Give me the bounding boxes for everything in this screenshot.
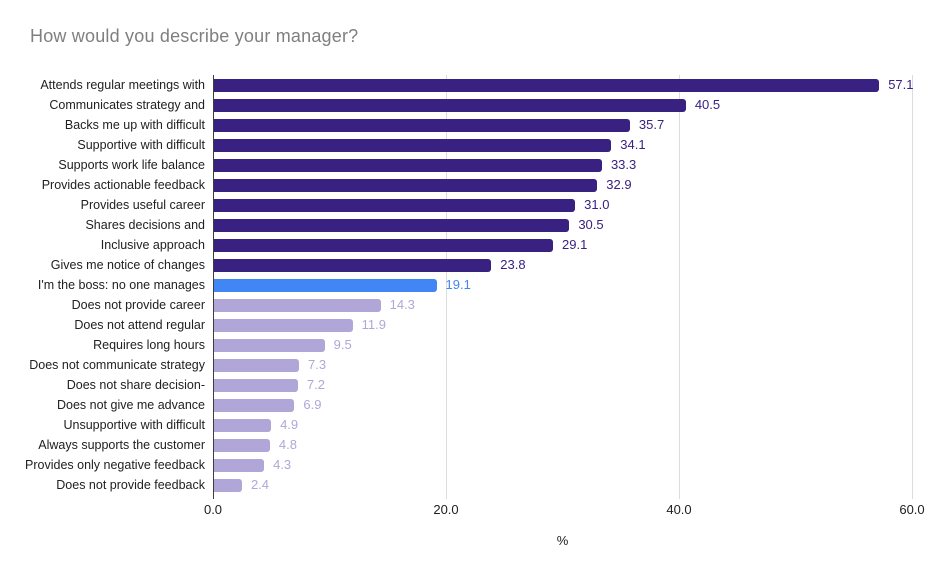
value-label: 33.3 xyxy=(610,157,637,172)
bar xyxy=(214,138,612,152)
category-label: Does not give me advance xyxy=(56,398,205,412)
value-label: 30.5 xyxy=(578,217,604,232)
category-label: Backs me up with difficult xyxy=(64,118,205,132)
category-label: Does not share decision- xyxy=(66,378,205,392)
value-label: 11.9 xyxy=(361,317,386,332)
category-label: Provides only negative feedback xyxy=(25,458,205,472)
category-label: Attends regular meetings with xyxy=(40,78,205,92)
bar xyxy=(214,478,242,492)
category-label: Does not provide feedback xyxy=(56,478,205,492)
value-label: 29.1 xyxy=(562,237,588,252)
value-label: 35.7 xyxy=(638,117,665,132)
bar xyxy=(214,378,298,392)
category-label: Always supports the customer xyxy=(38,438,205,452)
value-label: 2.4 xyxy=(250,477,270,492)
category-label: Supportive with difficult xyxy=(77,138,205,152)
bar xyxy=(214,238,553,252)
x-tick-label: 0.0 xyxy=(203,502,223,517)
category-label: I'm the boss: no one manages xyxy=(37,278,205,292)
bar xyxy=(214,118,630,132)
category-label: Does not provide career xyxy=(71,298,205,312)
value-label: 6.9 xyxy=(303,397,322,412)
category-label: Provides actionable feedback xyxy=(41,178,205,192)
bar xyxy=(214,338,325,352)
x-tick-label: 60.0 xyxy=(899,502,925,517)
bar xyxy=(214,218,570,232)
bar xyxy=(214,298,381,312)
bar xyxy=(214,178,598,192)
category-label: Communicates strategy and xyxy=(49,98,205,112)
bar xyxy=(214,78,880,92)
value-label: 31.0 xyxy=(584,197,610,212)
category-label: Inclusive approach xyxy=(100,238,205,252)
x-axis-title: % xyxy=(556,533,569,548)
bar xyxy=(214,438,270,452)
bar xyxy=(214,418,272,432)
value-label: 32.9 xyxy=(606,177,632,192)
value-label: 19.1 xyxy=(445,277,471,292)
bar xyxy=(214,458,265,472)
chart-title: How would you describe your manager? xyxy=(30,26,359,46)
value-label: 4.8 xyxy=(278,437,297,452)
category-label: Unsupportive with difficult xyxy=(63,418,205,432)
category-label: Provides useful career xyxy=(80,198,205,212)
x-tick-label: 20.0 xyxy=(433,502,459,517)
bar xyxy=(214,318,353,332)
bar xyxy=(214,398,295,412)
value-label: 34.1 xyxy=(620,137,646,152)
category-label: Requires long hours xyxy=(93,338,205,352)
value-label: 7.3 xyxy=(308,357,327,372)
category-label: Shares decisions and xyxy=(85,218,205,232)
category-label: Does not communicate strategy xyxy=(29,358,205,372)
bar xyxy=(214,258,492,272)
y-axis-line xyxy=(213,75,214,499)
gridline xyxy=(446,75,447,499)
value-label: 9.5 xyxy=(333,337,352,352)
bar xyxy=(214,198,576,212)
value-label: 23.8 xyxy=(500,257,526,272)
bar xyxy=(214,158,602,172)
x-tick-label: 40.0 xyxy=(666,502,692,517)
bar xyxy=(214,278,437,292)
value-label: 4.9 xyxy=(280,417,299,432)
bar xyxy=(214,358,300,372)
category-label: Does not attend regular xyxy=(74,318,205,332)
value-label: 57.1 xyxy=(888,77,914,92)
value-label: 40.5 xyxy=(694,97,721,112)
value-label: 14.3 xyxy=(389,297,415,312)
category-label: Supports work life balance xyxy=(58,158,205,172)
gridline xyxy=(912,75,913,499)
value-label: 4.3 xyxy=(273,457,292,472)
category-label: Gives me notice of changes xyxy=(50,258,205,272)
value-label: 7.2 xyxy=(306,377,325,392)
gridline xyxy=(679,75,680,499)
bar xyxy=(214,98,686,112)
